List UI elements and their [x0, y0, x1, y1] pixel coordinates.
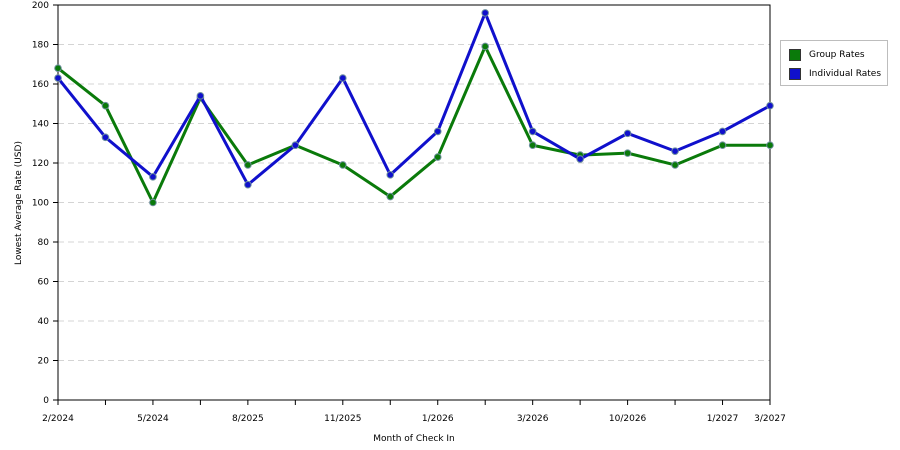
data-point-individual-rates-15	[766, 101, 774, 110]
data-point-individual-rates-9	[481, 9, 490, 17]
y-tick-label-0: 0	[43, 396, 49, 406]
y-tick-label-180: 180	[32, 41, 49, 51]
legend: Group Rates Individual Rates	[780, 40, 888, 86]
x-tick-label-2-2024: 2/2024	[42, 414, 74, 424]
data-point-individual-rates-12	[623, 129, 632, 138]
grid-lines	[58, 44, 770, 361]
data-point-group-rates-7	[386, 192, 395, 201]
legend-swatch-group-rates	[789, 49, 801, 61]
y-tick-label-100: 100	[32, 199, 49, 209]
legend-item-group-rates: Group Rates	[789, 48, 865, 62]
data-point-group-rates-13	[671, 161, 679, 169]
data-point-individual-rates-3	[196, 92, 205, 100]
y-tick-label-160: 160	[32, 80, 49, 90]
data-point-individual-rates-11	[576, 155, 584, 163]
series-line-individual-rates	[56, 11, 771, 187]
data-point-individual-rates-0	[54, 74, 62, 82]
data-point-individual-rates-13	[671, 147, 679, 155]
y-tick-label-40: 40	[38, 317, 50, 327]
data-point-group-rates-15	[766, 141, 774, 150]
y-axis-ticks: 0 20 40 60 80 100 120 140 160 180 200	[32, 1, 58, 406]
x-tick-label-1-2026: 1/2026	[422, 414, 454, 424]
data-point-group-rates-4	[244, 161, 252, 169]
legend-item-individual-rates: Individual Rates	[789, 67, 881, 81]
data-point-individual-rates-8	[433, 127, 442, 136]
data-point-group-rates-2	[149, 198, 157, 207]
data-point-individual-rates-7	[386, 171, 395, 179]
legend-label-individual-rates: Individual Rates	[809, 69, 882, 79]
data-point-group-rates-8	[433, 153, 442, 161]
data-point-group-rates-10	[528, 141, 537, 150]
series-lines	[54, 9, 774, 207]
y-tick-label-60: 60	[38, 278, 50, 288]
y-tick-label-80: 80	[38, 238, 50, 248]
x-tick-label-11-2025: 11/2025	[324, 414, 361, 424]
data-point-group-rates-9	[481, 42, 490, 51]
data-point-individual-rates-5	[291, 141, 300, 150]
x-tick-label-5-2024: 5/2024	[137, 414, 169, 424]
legend-swatch-individual-rates	[789, 68, 801, 80]
data-point-individual-rates-6	[339, 74, 347, 82]
x-tick-label-10-2026: 10/2026	[609, 414, 647, 424]
series-line-group-rates	[57, 44, 770, 204]
y-tick-label-120: 120	[32, 159, 49, 169]
data-point-individual-rates-4	[244, 180, 252, 189]
data-point-individual-rates-10	[528, 127, 537, 136]
y-tick-label-20: 20	[38, 357, 50, 367]
y-tick-label-200: 200	[32, 1, 49, 11]
data-point-group-rates-12	[623, 149, 632, 157]
data-point-group-rates-6	[339, 161, 347, 169]
x-tick-label-8-2025: 8/2025	[232, 414, 264, 424]
x-axis-title: Month of Check In	[373, 434, 455, 444]
data-point-individual-rates-2	[149, 173, 157, 181]
y-axis-title: Lowest Average Rate (USD)	[14, 141, 24, 265]
x-tick-label-3-2027: 3/2027	[754, 414, 786, 424]
data-point-group-rates-0	[54, 64, 62, 72]
data-point-individual-rates-14	[718, 127, 727, 136]
x-axis-ticks: 2/2024 5/2024 8/2025 11/2025 1/2026 3/2026 10/…	[42, 400, 786, 424]
x-tick-label-1-2027: 1/2027	[707, 414, 739, 424]
legend-label-group-rates: Group Rates	[809, 50, 865, 60]
y-tick-label-140: 140	[32, 120, 49, 130]
data-point-group-rates-14	[718, 141, 727, 150]
x-tick-label-3-2026: 3/2026	[517, 414, 549, 424]
data-point-individual-rates-1	[101, 133, 110, 142]
data-point-group-rates-1	[101, 101, 110, 110]
